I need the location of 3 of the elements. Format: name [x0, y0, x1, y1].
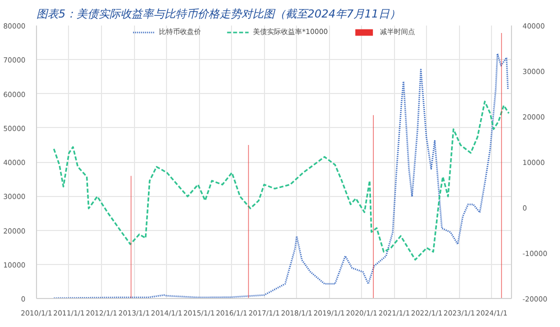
line-series	[53, 52, 509, 298]
line-series	[53, 100, 510, 261]
chart-title: 图表5：美债实际收益率与比特币价格走势对比图（截至2024年7月11日）	[36, 8, 400, 20]
